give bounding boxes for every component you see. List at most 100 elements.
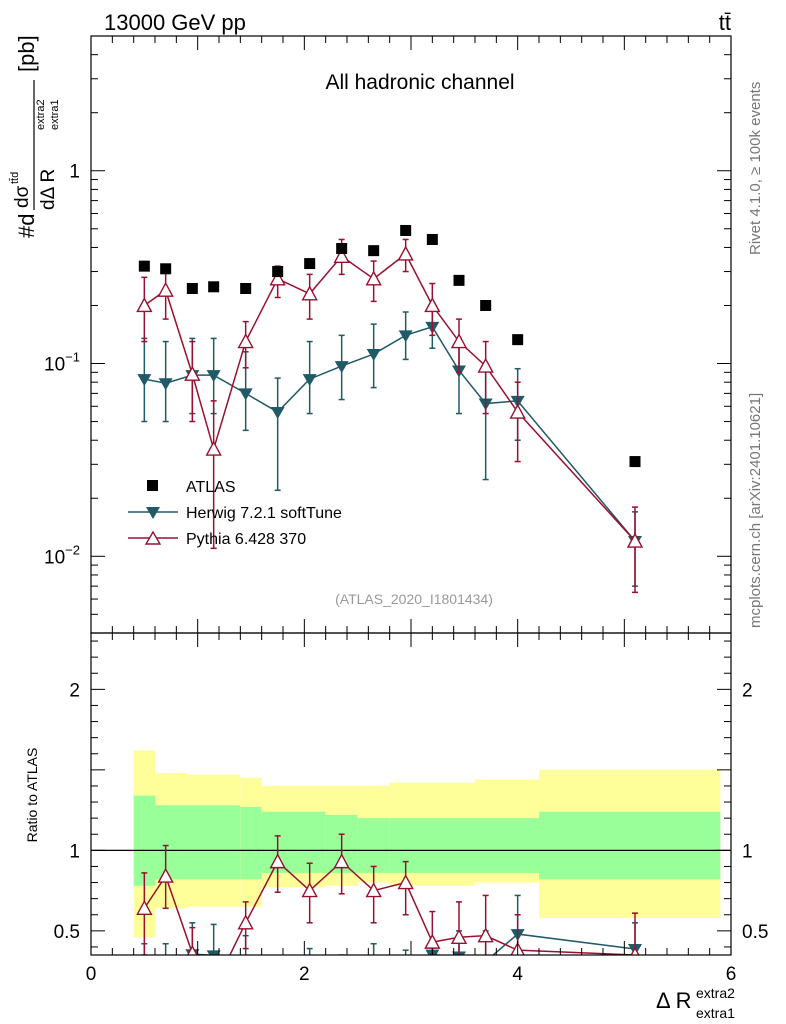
main-y-axis-label: #d dσ tt̄d dΔ R extra2 extra1 [pb]: [9, 35, 61, 238]
herwig-point: [158, 378, 173, 391]
pythia-ratio-point: [301, 882, 318, 898]
atlas-point: [240, 282, 252, 294]
ylabel-denominator: dΔ R: [38, 169, 59, 210]
ratio-y-tick-label-right: 1: [742, 841, 753, 862]
xlabel-sup: extra2: [696, 985, 735, 1001]
legend-pythia-label: Pythia 6.428 370: [186, 531, 306, 548]
legend-herwig-label: Herwig 7.2.1 softTune: [186, 505, 342, 522]
ylabel-numerator: dσ: [12, 185, 33, 208]
atlas-point: [208, 281, 220, 293]
ratio-y-axis-label: Ratio to ATLAS: [24, 748, 40, 843]
herwig-ratio-line: [189, 933, 636, 955]
herwig-ratio-point: [206, 950, 221, 955]
atlas-point: [426, 233, 438, 245]
band-inner: [133, 795, 155, 886]
x-tick-label: 4: [512, 964, 523, 985]
pythia-point: [301, 285, 318, 301]
pythia-ratio-point: [136, 899, 153, 916]
atlas-point: [304, 258, 316, 270]
herwig-ratio-point: [399, 960, 413, 972]
herwig-point: [302, 374, 317, 387]
herwig-ratio-point: [239, 960, 253, 972]
main-y-tick-exponent: −2: [65, 542, 80, 557]
ylabel-denominator-sup: extra2: [35, 99, 47, 130]
band-inner: [357, 818, 390, 873]
pythia-point: [333, 247, 350, 263]
band-inner: [443, 818, 475, 873]
x-tick-label: 6: [726, 964, 737, 985]
pythia-ratio-point: [333, 853, 350, 869]
band-inner: [187, 805, 241, 880]
rivet-version-label: Rivet 4.1.0, ≥ 100k events: [747, 82, 764, 255]
svg-text:#d: #d: [14, 214, 39, 239]
pythia-ratio-point: [397, 874, 414, 890]
xlabel-sub: extra1: [696, 1005, 735, 1021]
atlas-point: [336, 243, 348, 255]
pythia-ratio-point: [477, 927, 494, 943]
main-y-tick-label: 10−1: [44, 350, 80, 376]
atlas-point: [272, 266, 284, 278]
legend-pythia-marker: [144, 530, 162, 545]
band-inner: [539, 811, 721, 880]
pythia-line: [143, 252, 636, 542]
xlabel-main: Δ R: [656, 988, 691, 1013]
band-inner: [155, 805, 187, 880]
atlas-point: [160, 263, 172, 275]
band-inner: [389, 818, 443, 873]
ratio-panel: 0 2 4 60.5 0.51 12 2: [54, 632, 768, 988]
atlas-point: [512, 334, 524, 346]
herwig-point: [334, 361, 349, 374]
pythia-ratio-point: [365, 882, 382, 898]
pythia-point: [477, 357, 494, 373]
ylabel-hash: #: [14, 225, 39, 238]
atlas-point: [480, 299, 492, 311]
herwig-ratio-point: [479, 956, 493, 968]
pythia-point: [626, 532, 644, 548]
herwig-ratio-point: [367, 959, 381, 971]
main-y-tick-exponent: −1: [65, 350, 80, 365]
ratio-y-tick-label-right: 0.5: [742, 922, 768, 943]
ratio-y-tick-label: 1: [69, 841, 80, 862]
pythia-point: [509, 403, 526, 419]
herwig-point: [137, 374, 152, 387]
band-inner: [475, 818, 539, 873]
atlas-point: [368, 245, 380, 257]
pythia-point: [136, 297, 153, 313]
herwig-point: [270, 407, 285, 420]
legend-herwig-marker: [146, 507, 160, 519]
main-panel: 110−110−2 All hadronic channel (ATLAS_20…: [44, 35, 732, 634]
pythia-ratio-point: [237, 914, 254, 930]
x-axis-label: Δ R extra2 extra1: [656, 985, 735, 1021]
herwig-ratio-point: [271, 976, 285, 988]
pythia-point: [184, 365, 201, 381]
herwig-point: [206, 370, 221, 383]
x-tick-label: 0: [86, 964, 97, 985]
legend-atlas-marker: [147, 480, 158, 491]
herwig-ratio-point: [159, 965, 173, 977]
ratio-y-tick-label: 0.5: [54, 922, 80, 943]
atlas-point: [400, 224, 412, 236]
ratio-y-tick-label: 2: [69, 680, 80, 701]
pythia-ratio-point: [450, 928, 468, 944]
band-inner: [240, 806, 262, 880]
herwig-point: [398, 330, 413, 343]
ylabel-d: d: [14, 214, 39, 226]
atlas-point: [138, 260, 150, 272]
herwig-ratio-point: [335, 967, 349, 979]
pythia-point: [269, 270, 286, 286]
main-y-tick-label: 1: [69, 162, 80, 183]
pythia-point: [424, 297, 441, 313]
pythia-point: [450, 333, 468, 349]
ylabel-denominator-sub: extra1: [49, 99, 61, 130]
main-y-tick-label: 10−2: [44, 542, 80, 568]
analysis-watermark: (ATLAS_2020_I1801434): [335, 591, 493, 607]
pythia-point: [237, 333, 254, 349]
mcplots-label: mcplots.cern.ch [arXiv:2401.10621]: [747, 393, 764, 628]
x-tick-label: 2: [299, 964, 310, 985]
pythia-point: [205, 440, 222, 456]
band-inner: [261, 811, 326, 873]
herwig-point: [366, 349, 381, 362]
main-y-tick-base: 10: [44, 355, 65, 376]
pythia-point: [157, 281, 174, 297]
